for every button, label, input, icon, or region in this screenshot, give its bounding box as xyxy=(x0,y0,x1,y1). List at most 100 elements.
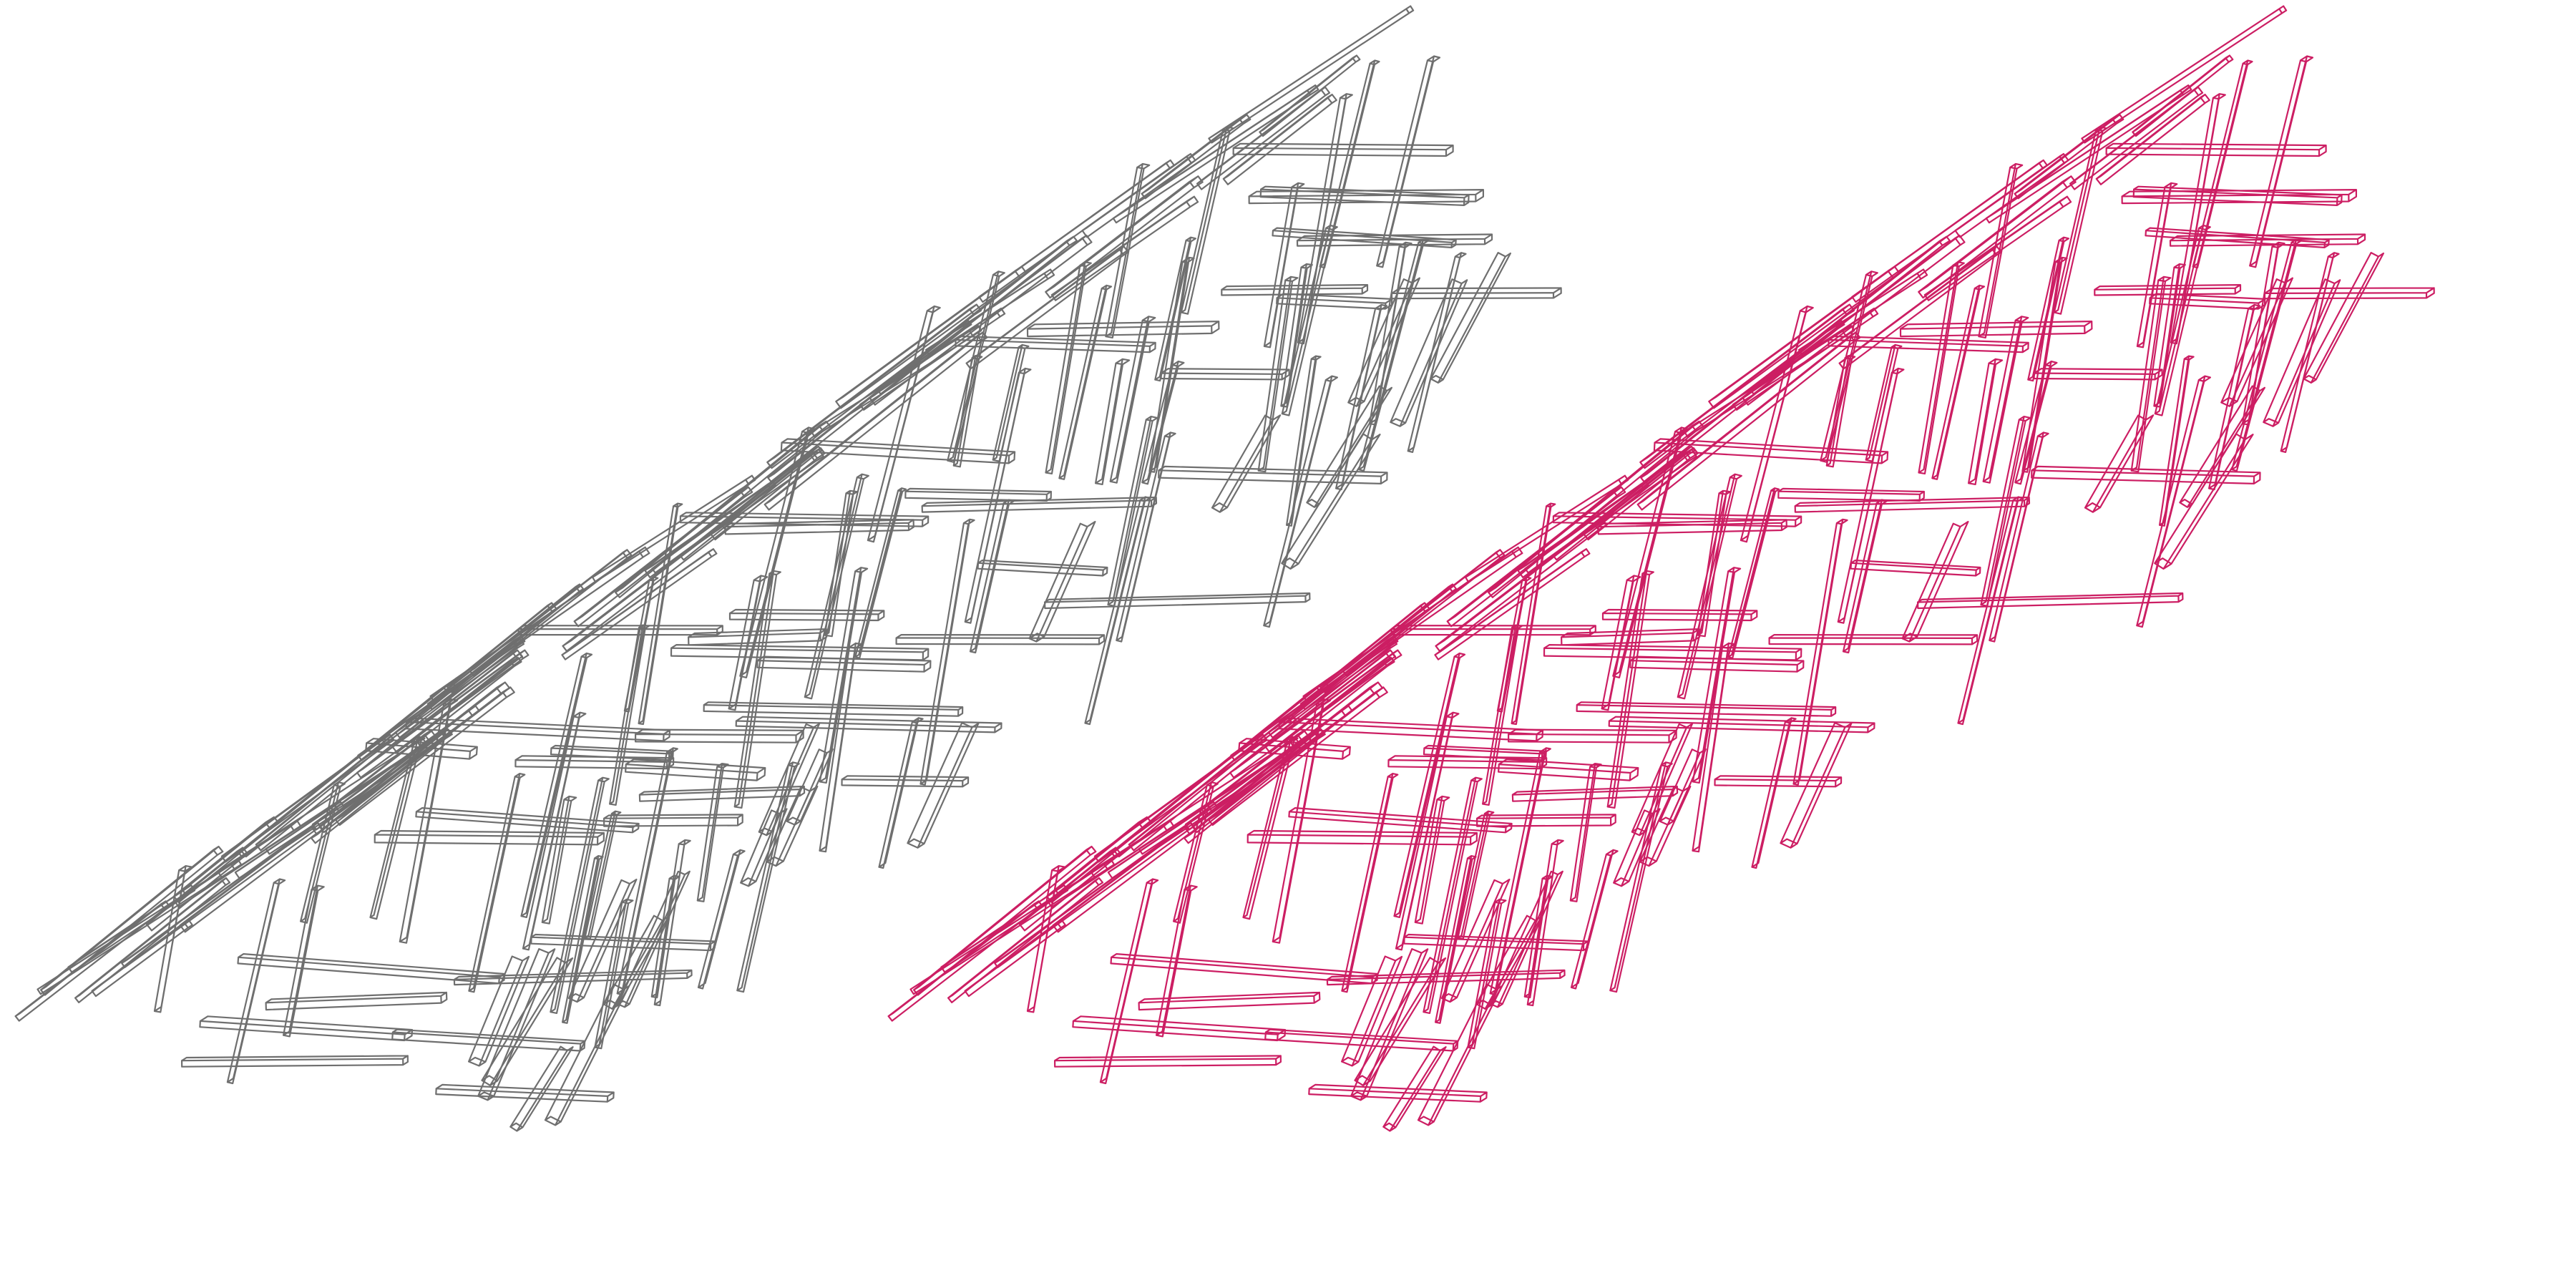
lattice-member xyxy=(1467,898,1507,1050)
lattice-member xyxy=(1978,162,2024,338)
lattice-member xyxy=(2136,182,2178,348)
lattice-member xyxy=(2033,368,2163,381)
lattice-member xyxy=(1490,870,1563,1008)
lattice-member xyxy=(1692,642,1736,853)
lattice-member xyxy=(394,635,526,738)
lattice-member xyxy=(1045,175,1204,299)
lattice-member xyxy=(1750,235,1951,395)
lattice-member xyxy=(374,829,605,846)
lattice-member xyxy=(145,847,249,932)
lattice-member xyxy=(391,1028,586,1052)
lattice-member xyxy=(1980,416,2031,607)
lattice-member xyxy=(1281,433,1381,570)
lattice-member xyxy=(1358,238,1429,472)
lattice-member xyxy=(1095,358,1131,485)
lattice-member xyxy=(735,716,1002,733)
lattice-member xyxy=(1211,414,1282,513)
lattice-member xyxy=(2136,375,2211,628)
lattice-member xyxy=(1141,114,1252,200)
lattice-member xyxy=(1099,878,1159,1085)
lattice-member xyxy=(947,877,1104,1003)
lattice-member xyxy=(1390,278,1468,427)
lattice-member xyxy=(1601,575,1641,711)
lattice-member xyxy=(1107,416,1158,607)
lattice-member xyxy=(2145,227,2330,248)
lattice-member xyxy=(2132,185,2343,206)
lattice-member xyxy=(1597,519,1787,535)
lattice-member xyxy=(1631,723,1694,837)
lattice-member xyxy=(2095,94,2210,185)
lattice-member xyxy=(1341,773,1399,993)
lattice-member xyxy=(1465,474,1629,583)
lattice-member xyxy=(1837,367,1905,624)
lattice-member xyxy=(199,1015,414,1042)
lattice-member xyxy=(1259,185,1470,206)
lattice-member xyxy=(965,245,1129,370)
lattice-member xyxy=(1488,420,1704,598)
lattice-member xyxy=(2263,287,2435,300)
lattice-member xyxy=(1850,560,1981,577)
lattice-member xyxy=(514,755,675,770)
lattice-member xyxy=(992,343,1030,462)
lattice-member xyxy=(1297,93,1353,345)
lattice-member xyxy=(1708,265,1901,409)
lattice-member xyxy=(919,518,975,786)
lattice-member xyxy=(1740,305,1814,543)
lattice-member xyxy=(603,814,743,827)
lattice-member xyxy=(877,235,1078,395)
lattice-member xyxy=(964,367,1032,624)
lattice-member xyxy=(522,711,587,951)
lattice-member xyxy=(2069,86,2204,190)
lattice-member xyxy=(1931,284,1986,480)
lattice-member xyxy=(1390,287,1562,300)
lattice-member xyxy=(697,849,746,990)
lattice-member xyxy=(226,878,286,1085)
lattice-member xyxy=(1116,431,1176,643)
lattice-member xyxy=(584,810,622,940)
lattice-member xyxy=(739,426,816,678)
lattice-member xyxy=(1838,245,2002,370)
lattice-member xyxy=(517,625,723,636)
lattice-member xyxy=(477,948,556,1101)
lattice-member xyxy=(1382,1045,1447,1132)
lattice-member xyxy=(1498,759,1639,781)
lattice-member xyxy=(841,775,970,788)
lattice-member xyxy=(74,877,231,1003)
lattice-member xyxy=(1792,518,1848,786)
lattice-member xyxy=(1196,86,1331,190)
lattice-member xyxy=(1028,520,1096,643)
lattice-member xyxy=(977,560,1108,577)
lattice-member xyxy=(1457,810,1495,940)
lattice-member xyxy=(561,548,718,660)
lattice-member xyxy=(1842,499,1888,654)
lattice-member xyxy=(1569,763,1602,902)
lattice-member xyxy=(617,870,691,1008)
lattice-member xyxy=(1393,652,1466,918)
lattice-member xyxy=(1264,649,1397,754)
lattice-member xyxy=(1208,5,1415,144)
lattice-member xyxy=(2192,59,2253,269)
lattice-member xyxy=(835,265,1028,409)
lattice-member xyxy=(1430,252,1511,384)
lattice-panel-magenta xyxy=(887,5,2435,1132)
lattice-member xyxy=(1901,520,1969,643)
lattice-member xyxy=(625,759,766,781)
lattice-member xyxy=(2084,414,2155,513)
lattice-member xyxy=(1141,360,1185,485)
lattice-member xyxy=(1608,716,1875,733)
lattice-member xyxy=(1232,142,1454,157)
lattice-member xyxy=(2170,93,2226,345)
lattice-member xyxy=(40,845,224,996)
lattice-member xyxy=(541,795,577,925)
lattice-member xyxy=(2303,252,2384,384)
lattice-member xyxy=(2130,275,2172,473)
lattice-member xyxy=(1257,275,1299,473)
lattice-member xyxy=(913,845,1097,996)
lattice-member xyxy=(1018,847,1122,932)
lattice-member xyxy=(766,785,819,867)
lattice-member xyxy=(1054,1055,1282,1068)
lattice-member xyxy=(1156,884,1198,1038)
lattice-member xyxy=(1732,307,1879,411)
lattice-member xyxy=(1308,1083,1488,1103)
